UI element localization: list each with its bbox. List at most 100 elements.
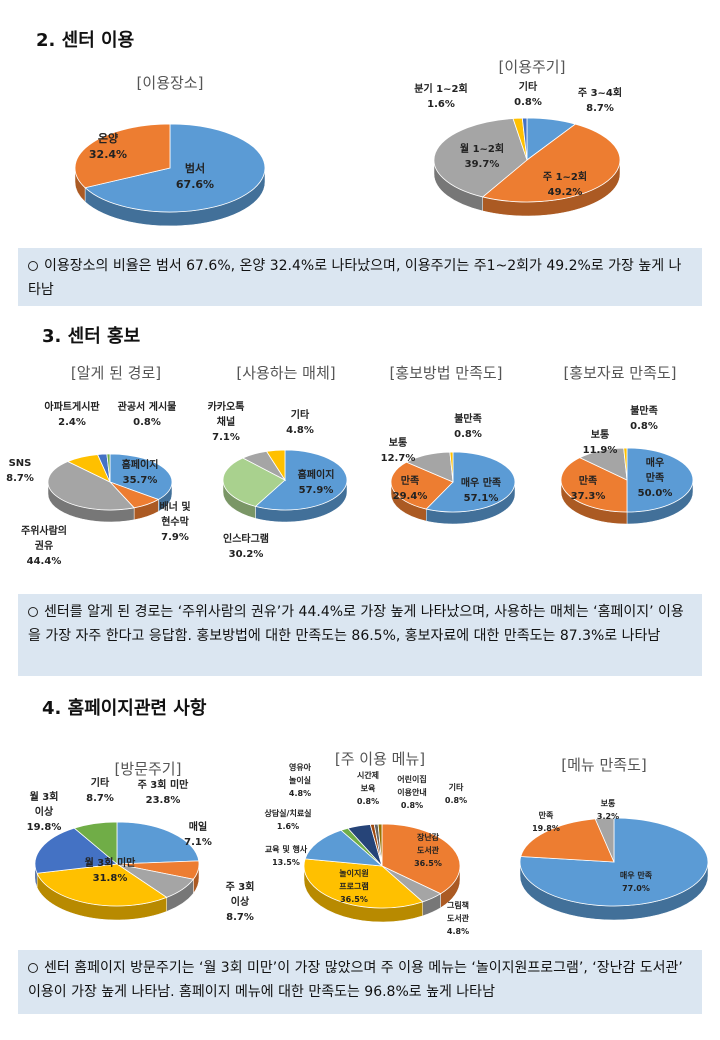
pie-label-menu_sat-0: 매우 만족 77.0% bbox=[620, 870, 653, 893]
pie-label-media-3: 기타 4.8% bbox=[286, 408, 314, 436]
pie-label-promo_method-2: 보통 12.7% bbox=[381, 437, 416, 464]
pie-place: 범서 67.6% 온양 32.4% bbox=[74, 123, 266, 227]
pie-slice-visit-5 bbox=[73, 821, 118, 865]
chart-title-place: [이용장소] bbox=[136, 74, 204, 92]
pie-slice-media-0 bbox=[254, 449, 348, 511]
pie-slice-visit-4 bbox=[34, 827, 118, 874]
pie-label-promo_method-3: 불만족 0.8% bbox=[454, 412, 482, 440]
summary-usage: 이용장소의 비율은 범서 67.6%, 온양 32.4%로 나타났으며, 이용주… bbox=[18, 248, 702, 306]
summary-promo: 센터를 알게 된 경로는 ‘주위사람의 권유’가 44.4%로 가장 높게 나타… bbox=[18, 594, 702, 676]
pie-label-menu-1: 그림책 도서관 4.8% bbox=[447, 900, 470, 936]
pie-slice-place-0 bbox=[84, 123, 266, 213]
pie-slice-promo_material-3 bbox=[623, 447, 628, 481]
pie-cycle: 주 3~4회 8.7% 주 1~2회 49.2% 월 1~2회 39.7% 분기 1~2회 1… bbox=[414, 80, 622, 217]
pie-label-route-2: 주위사람의 권유 44.4% bbox=[21, 524, 67, 567]
pie-label-promo_material-3: 불만족 0.8% bbox=[630, 404, 658, 432]
chart-title-menu-sat: [메뉴 만족도] bbox=[561, 756, 647, 774]
pie-slice-media-3 bbox=[265, 449, 286, 482]
pie-label-visit-5: 기타 8.7% bbox=[86, 776, 114, 804]
pie-label-promo_method-0: 매우 만족 57.1% bbox=[461, 476, 501, 504]
chart-title-cycle: [이용주기] bbox=[498, 58, 566, 76]
summary-homepage: 센터 홈페이지 방문주기는 ‘월 3회 미만’이 가장 많았으며 주 이용 메뉴… bbox=[18, 950, 702, 1014]
pie-label-menu-3: 교육 및 행사 13.5% bbox=[265, 844, 308, 867]
pie-label-route-4: 아파트게시판 2.4% bbox=[44, 400, 100, 428]
pie-label-place-0: 범서 67.6% bbox=[176, 161, 214, 191]
pie-slice-route-2 bbox=[47, 461, 135, 511]
pie-label-menu-2: 놀이지원 프로그램 36.5% bbox=[339, 868, 368, 904]
pie-slice-cycle-2 bbox=[433, 118, 528, 198]
pie-label-route-3: SNS 8.7% bbox=[6, 458, 34, 484]
pie-label-media-0: 홈페이지 57.9% bbox=[298, 468, 335, 496]
pie-label-promo_method-1: 만족 29.4% bbox=[393, 474, 428, 502]
pie-slice-menu-0 bbox=[381, 823, 461, 895]
pie-label-route-0: 홈페이지 35.7% bbox=[122, 458, 159, 486]
chart-title-media: [사용하는 매체] bbox=[236, 364, 336, 382]
pie-label-cycle-3: 분기 1~2회 1.6% bbox=[414, 82, 467, 110]
pie-promo_method: 매우 만족 57.1% 만족 29.4% 보통 12.7% 불만족 0.8% bbox=[381, 412, 516, 525]
pie-menu_sat: 매우 만족 77.0% 만족 19.8% 보통 3.2% bbox=[519, 798, 709, 921]
pie-label-cycle-1: 주 1~2회 49.2% bbox=[543, 170, 587, 198]
summary-usage-text: 이용장소의 비율은 범서 67.6%, 온양 32.4%로 나타났으며, 이용주… bbox=[28, 258, 682, 298]
pie-slice-promo_material-0 bbox=[626, 447, 694, 513]
chart-title-menu: [주 이용 메뉴] bbox=[334, 750, 426, 768]
pie-slice-menu_sat-2 bbox=[594, 817, 615, 863]
chart-title-route: [알게 된 경로] bbox=[70, 364, 162, 382]
pie-slice-promo_material-1 bbox=[560, 457, 628, 513]
pie-label-route-1: 배너 및 현수막 7.9% bbox=[159, 500, 190, 543]
pie-media: 홈페이지 57.9% 인스타그램 30.2% 카카오톡 채널 7.1% 기타 4.8% bbox=[208, 400, 348, 560]
pie-promo_material: 매우 만족 50.0% 만족 37.3% 보통 11.9% 불만족 0.8% bbox=[560, 404, 694, 525]
pie-label-place-1: 온양 32.4% bbox=[89, 131, 127, 161]
section-title-homepage: 4. 홈페이지관련 사항 bbox=[42, 698, 207, 719]
pie-label-cycle-4: 기타 0.8% bbox=[514, 80, 542, 108]
pie-label-visit-3: 월 3회 미만 31.8% bbox=[85, 856, 137, 884]
pie-label-visit-1: 매일 7.1% bbox=[184, 820, 212, 848]
pie-slice-route-0 bbox=[109, 453, 173, 500]
pie-label-media-1: 인스타그램 30.2% bbox=[223, 532, 269, 560]
pie-visit: 주 3회 미만 23.8% 매일 7.1% 주 3회 이상 8.7% 월 3회 미만 31.8%… bbox=[27, 776, 255, 923]
pie-slice-promo_method-0 bbox=[425, 451, 516, 513]
pie-slice-cycle-4 bbox=[521, 117, 528, 161]
section-title-promo: 3. 센터 홍보 bbox=[42, 326, 141, 347]
pie-label-menu-5: 영유아 놀이실 4.8% bbox=[289, 762, 312, 798]
pie-label-menu_sat-2: 보통 3.2% bbox=[597, 798, 619, 821]
pie-label-visit-4: 월 3회 이상 19.8% bbox=[27, 790, 62, 833]
pie-slice-place-1 bbox=[74, 123, 171, 189]
pie-route: 홈페이지 35.7%배너 및 현수막 7.9% 주위사람의 권유 44.4% SNS 8.7% 아… bbox=[6, 400, 190, 567]
pie-slice-route-5 bbox=[106, 453, 111, 483]
pie-slice-menu-2 bbox=[303, 858, 424, 909]
chart-title-visit: [방문주기] bbox=[114, 760, 182, 778]
pie-slice-menu-3 bbox=[304, 829, 384, 867]
pie-slice-menu-8 bbox=[377, 823, 383, 867]
pie-slice-menu_sat-1 bbox=[520, 818, 615, 863]
pie-slice-visit-0 bbox=[116, 821, 200, 865]
pie-label-cycle-2: 월 1~2회 39.7% bbox=[460, 142, 504, 170]
pie-label-menu-8: 기타 0.8% bbox=[445, 782, 467, 805]
pie-slice-media-1 bbox=[222, 457, 286, 507]
pie-menu: 장난감 도서관 36.5% 그림책 도서관 4.8% 놀이지원 프로그램 36.5% 교육 및 행… bbox=[264, 762, 469, 936]
pie-label-route-5: 관공서 게시물 0.8% bbox=[118, 400, 177, 428]
pie-label-menu-7: 어린이집 이용안내 0.8% bbox=[397, 774, 426, 810]
pie-label-menu-0: 장난감 도서관 36.5% bbox=[414, 832, 442, 868]
pie-label-menu_sat-1: 만족 19.8% bbox=[532, 810, 560, 833]
bullet-icon bbox=[28, 261, 38, 271]
pie-label-promo_material-0: 매우 만족 50.0% bbox=[638, 456, 673, 499]
pie-slice-promo_method-3 bbox=[449, 451, 454, 483]
chart-title-promo-method: [홍보방법 만족도] bbox=[389, 364, 503, 382]
pie-slice-visit-3 bbox=[36, 863, 168, 907]
pie-label-media-2: 카카오톡 채널 7.1% bbox=[208, 400, 245, 443]
pie-slice-cycle-1 bbox=[481, 123, 621, 203]
bullet-icon bbox=[28, 963, 38, 973]
pie-label-promo_material-2: 보통 11.9% bbox=[583, 429, 618, 456]
pie-label-menu-4: 상담실/치료실 1.6% bbox=[264, 808, 311, 831]
pie-slice-promo_method-1 bbox=[390, 461, 454, 510]
pie-label-promo_material-1: 만족 37.3% bbox=[571, 474, 606, 502]
summary-promo-text: 센터를 알게 된 경로는 ‘주위사람의 권유’가 44.4%로 가장 높게 나타… bbox=[28, 604, 684, 644]
chart-title-promo-material: [홍보자료 만족도] bbox=[563, 364, 677, 382]
pie-label-cycle-0: 주 3~4회 8.7% bbox=[578, 86, 622, 114]
summary-homepage-text: 센터 홈페이지 방문주기는 ‘월 3회 미만’이 가장 많았으며 주 이용 메뉴… bbox=[28, 960, 683, 1000]
pie-label-menu-6: 시간제 보육 0.8% bbox=[357, 770, 379, 806]
pie-label-visit-0: 주 3회 미만 23.8% bbox=[138, 778, 190, 806]
pie-label-visit-2: 주 3회 이상 8.7% bbox=[226, 880, 255, 923]
section-title-usage: 2. 센터 이용 bbox=[36, 30, 135, 51]
